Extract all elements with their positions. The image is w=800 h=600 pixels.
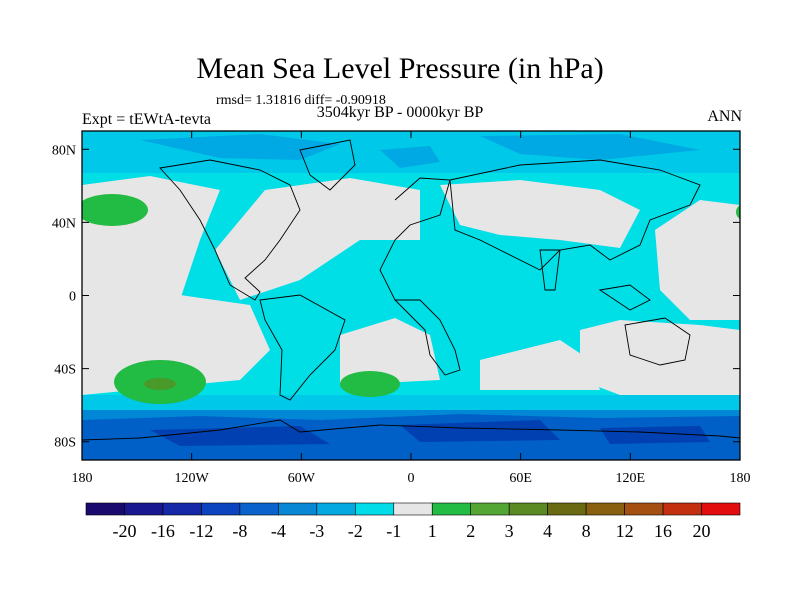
colorbar-label: 16: [654, 521, 672, 541]
colorbar-label: -12: [189, 521, 213, 541]
colorbar-label: 2: [466, 521, 475, 541]
colorbar-swatch: [354, 502, 395, 516]
longitude-axis: 180 120W 60W 0 60E 120E 180: [72, 131, 751, 486]
colorbar-swatch: [124, 502, 164, 516]
colorbar-swatch: [239, 502, 279, 516]
colorbar-swatch: [585, 502, 625, 516]
y-tick-label: 40N: [52, 216, 76, 231]
colorbar-swatch: [316, 502, 356, 516]
x-tick-label: 180: [730, 471, 751, 486]
y-tick-label: 0: [69, 290, 76, 305]
colorbar-label: 4: [543, 521, 552, 541]
latitude-axis: 80N 40N 0 40S 80S: [52, 143, 740, 451]
colorbar-swatch: [431, 502, 472, 516]
colorbar-label: 20: [693, 521, 711, 541]
colorbar-label: -20: [112, 521, 136, 541]
colorbar-swatch: [393, 502, 433, 516]
x-tick-label: 60E: [509, 471, 532, 486]
colorbar-swatch: [201, 502, 241, 516]
colorbar-swatch: [701, 502, 741, 516]
y-tick-label: 80N: [52, 143, 76, 158]
stats-text: rmsd= 1.31816 diff= -0.90918: [216, 93, 386, 108]
colorbar-swatch: [662, 502, 702, 516]
colorbar-swatch: [547, 502, 587, 516]
colorbar-swatch: [624, 502, 664, 516]
colorbar-swatch: [508, 502, 548, 516]
coastlines: [82, 139, 740, 441]
colorbar-swatch: [85, 502, 125, 516]
colorbar: -20 -16 -12 -8 -4 -3 -2 -1 1 2 3 4 8 12 16 20: [85, 502, 741, 541]
x-tick-label: 60W: [288, 471, 316, 486]
colorbar-label: 1: [428, 521, 437, 541]
colorbar-label: -4: [271, 521, 286, 541]
colorbar-label: 8: [582, 521, 591, 541]
colorbar-label: -2: [348, 521, 363, 541]
y-tick-label: 40S: [54, 363, 76, 378]
pressure-field: [82, 131, 740, 460]
map-title: Mean Sea Level Pressure (in hPa): [196, 52, 604, 85]
colorbar-swatch: [162, 502, 202, 516]
x-tick-label: 120W: [175, 471, 210, 486]
colorbar-label: -3: [309, 521, 324, 541]
x-tick-label: 0: [408, 471, 415, 486]
colorbar-label: -1: [386, 521, 401, 541]
x-tick-label: 120E: [616, 471, 646, 486]
period-label: 3504kyr BP - 0000kyr BP: [316, 104, 484, 121]
y-tick-label: 80S: [54, 436, 76, 451]
colorbar-swatch: [470, 502, 510, 516]
x-tick-label: 180: [72, 471, 93, 486]
experiment-label: Expt = tEWtA-tevta: [82, 111, 211, 128]
colorbar-label: 3: [505, 521, 514, 541]
colorbar-label: 12: [616, 521, 634, 541]
colorbar-label: -16: [151, 521, 175, 541]
colorbar-label: -8: [232, 521, 247, 541]
season-label: ANN: [707, 108, 742, 125]
colorbar-swatch: [278, 502, 318, 516]
